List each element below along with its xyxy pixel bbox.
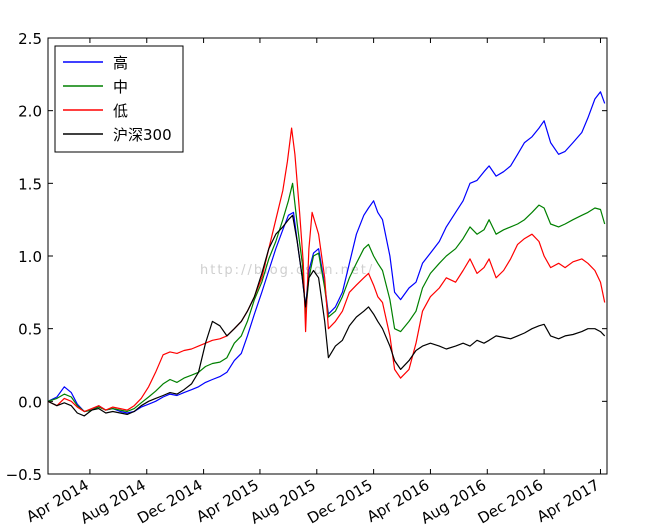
y-tick-label: −0.5 (6, 466, 42, 484)
y-tick-label: 0.0 (18, 393, 42, 411)
x-tick-label: Apr 2017 (534, 476, 603, 526)
y-tick-label: 2.5 (18, 30, 42, 48)
series-line-3 (48, 214, 606, 417)
watermark-text: http://blog.csdn.net/ (200, 263, 374, 278)
legend-label: 中 (113, 78, 128, 96)
legend-label: 高 (113, 54, 128, 72)
y-tick-label: 1.5 (18, 175, 42, 193)
y-tick-label: 0.5 (18, 321, 42, 339)
legend-label: 低 (113, 102, 128, 120)
y-tick-label: 2.0 (18, 103, 42, 121)
x-tick-label: Dec 2014 (134, 476, 205, 528)
series-line-1 (48, 182, 606, 413)
y-tick-label: 1.0 (18, 248, 42, 266)
series-line-2 (48, 127, 606, 413)
x-tick-label: Dec 2015 (304, 476, 375, 528)
x-tick-label: Dec 2016 (475, 476, 546, 528)
legend-label: 沪深300 (113, 126, 172, 144)
